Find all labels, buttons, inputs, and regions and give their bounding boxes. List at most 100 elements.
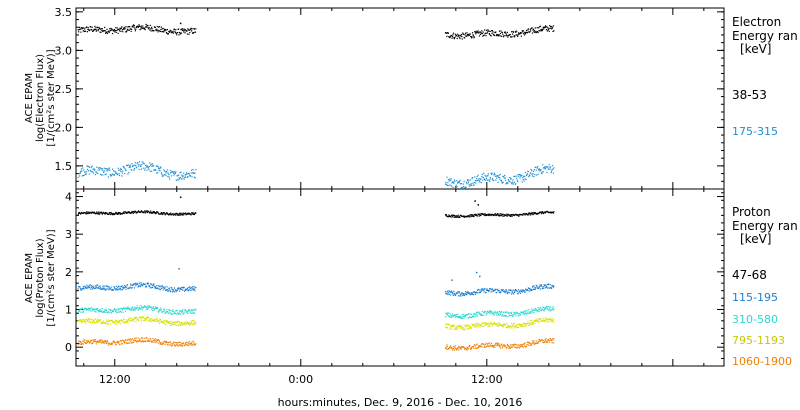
data-point xyxy=(132,212,135,214)
data-point xyxy=(182,214,184,216)
data-point xyxy=(478,291,481,293)
data-point xyxy=(517,174,519,176)
data-point xyxy=(540,213,542,215)
data-point xyxy=(169,341,171,343)
data-point xyxy=(155,320,157,323)
data-point xyxy=(176,289,178,291)
data-point xyxy=(140,341,142,343)
data-point xyxy=(488,342,490,344)
data-point xyxy=(172,30,174,32)
data-point xyxy=(517,293,519,295)
data-point xyxy=(140,337,142,339)
data-point xyxy=(169,213,171,216)
data-point xyxy=(446,312,449,314)
data-point xyxy=(464,315,466,317)
data-point xyxy=(185,310,188,312)
data-point xyxy=(471,32,474,34)
data-point xyxy=(123,286,125,288)
data-point xyxy=(158,167,160,169)
data-point xyxy=(136,317,138,319)
data-point xyxy=(179,32,181,34)
data-point xyxy=(519,174,522,176)
data-point xyxy=(513,181,515,183)
data-point xyxy=(524,288,527,290)
data-point xyxy=(489,33,491,36)
data-point xyxy=(94,310,96,312)
data-point xyxy=(91,29,93,31)
data-point xyxy=(534,320,536,322)
data-point xyxy=(504,345,507,347)
data-point xyxy=(195,286,197,288)
data-point xyxy=(130,28,132,30)
data-point xyxy=(521,344,523,346)
data-point xyxy=(551,321,553,323)
data-point xyxy=(462,32,464,34)
data-point xyxy=(541,308,543,310)
data-point xyxy=(455,315,457,317)
data-point xyxy=(187,312,189,315)
data-point xyxy=(188,321,190,324)
data-point xyxy=(478,35,481,37)
data-point xyxy=(166,308,168,311)
data-point xyxy=(106,212,108,214)
data-point xyxy=(484,213,486,215)
data-point xyxy=(457,35,459,38)
data-point xyxy=(179,33,182,35)
data-point xyxy=(470,183,472,185)
data-point xyxy=(127,164,129,166)
data-point xyxy=(135,211,137,213)
data-point xyxy=(125,322,128,324)
data-point xyxy=(552,308,554,310)
data-point xyxy=(522,30,524,32)
data-point xyxy=(516,344,518,346)
data-point xyxy=(530,323,532,325)
data-point xyxy=(183,30,185,32)
data-point xyxy=(165,31,168,34)
data-point xyxy=(517,35,519,38)
data-point xyxy=(476,312,478,314)
data-point xyxy=(541,212,543,214)
data-point xyxy=(177,213,179,215)
data-point xyxy=(467,216,469,218)
data-point xyxy=(137,283,139,286)
y-tick-label: 2 xyxy=(65,266,72,279)
data-point xyxy=(540,309,542,312)
data-point xyxy=(90,26,92,28)
data-point xyxy=(483,291,485,293)
data-point xyxy=(98,167,100,169)
data-point xyxy=(508,213,510,216)
data-point xyxy=(533,169,535,171)
data-point xyxy=(131,163,133,165)
data-point xyxy=(150,338,152,340)
data-point xyxy=(520,343,522,346)
data-point xyxy=(540,29,542,31)
data-point xyxy=(532,342,534,344)
data-point xyxy=(456,215,458,218)
data-point xyxy=(510,215,512,217)
data-point xyxy=(98,319,101,321)
data-point xyxy=(524,175,526,177)
data-point xyxy=(474,291,476,294)
data-point xyxy=(84,286,87,288)
data-point xyxy=(454,327,456,330)
data-point xyxy=(105,31,107,33)
data-point xyxy=(463,180,465,183)
data-point xyxy=(494,310,496,312)
data-point xyxy=(85,173,87,175)
data-point xyxy=(504,292,506,294)
data-point xyxy=(180,32,182,34)
data-point xyxy=(477,311,480,313)
data-point xyxy=(142,307,144,309)
data-point xyxy=(490,30,493,32)
data-point xyxy=(98,341,100,343)
data-point xyxy=(114,308,116,310)
data-point xyxy=(544,308,546,311)
data-point xyxy=(476,32,478,34)
data-point xyxy=(166,344,169,346)
data-point xyxy=(92,320,94,322)
data-point xyxy=(150,28,152,30)
data-point xyxy=(449,312,451,314)
data-point xyxy=(80,343,83,346)
data-point xyxy=(139,284,141,286)
data-point xyxy=(517,326,519,329)
